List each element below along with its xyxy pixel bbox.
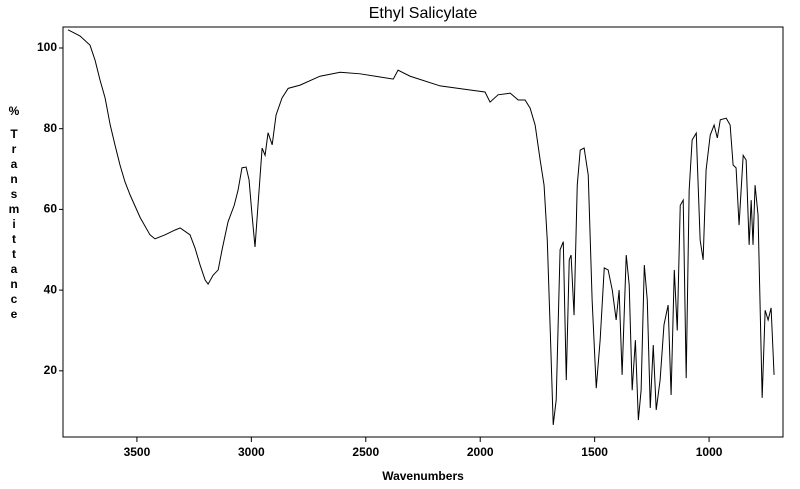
plot-frame [62, 26, 784, 438]
x-tick-label: 2000 [467, 445, 494, 459]
y-tick-label: 100 [37, 40, 57, 54]
x-tick-label: 2500 [352, 445, 379, 459]
y-tick-label: 20 [44, 363, 58, 377]
x-tick-label: 1500 [581, 445, 608, 459]
x-tick-label: 1000 [696, 445, 723, 459]
y-tick-label: 80 [44, 121, 58, 135]
y-tick-label: 40 [44, 282, 58, 296]
x-axis-label: Wavenumbers [382, 469, 464, 483]
spectrum-line [67, 29, 775, 425]
chart-title: Ethyl Salicylate [369, 5, 478, 22]
y-tick-label: 60 [44, 202, 58, 216]
x-tick-label: 3500 [124, 445, 151, 459]
x-tick-label: 3000 [238, 445, 265, 459]
